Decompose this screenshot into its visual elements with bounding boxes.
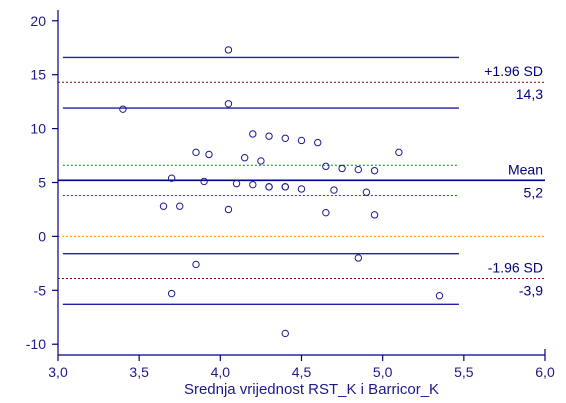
- x-tick-label: 4,0: [211, 364, 231, 380]
- axes: [57, 10, 546, 356]
- y-tick-label: 5: [38, 175, 46, 191]
- lower-loa-value: -3,9: [519, 282, 543, 298]
- data-point: [224, 205, 233, 214]
- y-tick-label: 0: [38, 228, 46, 244]
- data-point: [205, 150, 213, 159]
- data-point: [192, 148, 200, 157]
- data-point: [330, 186, 338, 194]
- mean-value: 5,2: [524, 184, 544, 200]
- data-point: [297, 185, 306, 193]
- reference-labels: +1.96 SD 14,3 Mean 5,2 -1.96 SD -3,9: [484, 63, 543, 298]
- data-point: [167, 289, 176, 298]
- data-point: [119, 105, 127, 113]
- data-point: [370, 166, 379, 175]
- y-axis-ticks: -10 -5 0 5 10 15 20: [26, 13, 58, 352]
- x-axis-title: Srednja vrijednost RST_K i Barricor_K: [184, 381, 439, 398]
- data-point: [281, 329, 289, 338]
- data-point: [232, 179, 241, 188]
- data-point: [224, 46, 233, 54]
- data-point: [265, 132, 273, 140]
- x-tick-label: 5,0: [373, 364, 393, 380]
- x-tick-label: 4,5: [292, 364, 312, 380]
- data-point: [370, 211, 379, 219]
- data-point: [435, 292, 444, 300]
- data-point: [281, 134, 289, 142]
- y-tick-label: 20: [30, 13, 46, 29]
- data-point: [354, 254, 363, 262]
- data-point: [314, 138, 322, 147]
- data-point: [354, 165, 363, 174]
- data-point: [224, 100, 233, 108]
- reference-lines: [58, 56, 545, 306]
- x-tick-label: 6,0: [535, 364, 555, 380]
- data-point: [249, 130, 257, 138]
- data-point: [159, 202, 168, 210]
- y-tick-label: 15: [30, 67, 46, 83]
- data-point: [176, 202, 184, 210]
- data-point: [240, 154, 249, 162]
- upper-loa-value: 14,3: [516, 86, 543, 102]
- data-point: [362, 188, 371, 196]
- upper-loa-label: +1.96 SD: [484, 63, 543, 79]
- data-point: [167, 174, 176, 182]
- data-point: [257, 157, 265, 165]
- data-point: [395, 148, 403, 157]
- y-tick-label: 10: [30, 121, 46, 137]
- y-tick-label: -10: [26, 336, 46, 352]
- data-point: [297, 136, 306, 145]
- lower-loa-label: -1.96 SD: [488, 259, 543, 275]
- data-point: [265, 183, 273, 191]
- data-point: [322, 208, 330, 217]
- x-axis-ticks: 3,0 3,5 4,0 4,5 5,0 5,5 6,0: [48, 355, 555, 380]
- data-point: [192, 260, 200, 269]
- mean-label: Mean: [508, 161, 543, 177]
- x-tick-label: 3,0: [48, 364, 68, 380]
- x-tick-label: 3,5: [129, 364, 149, 380]
- data-point: [338, 164, 346, 173]
- x-tick-label: 5,5: [454, 364, 474, 380]
- data-point: [322, 162, 330, 171]
- data-point: [281, 183, 289, 191]
- data-point: [249, 180, 257, 189]
- data-point: [200, 177, 208, 186]
- data-points: [119, 46, 444, 338]
- y-tick-label: -5: [34, 282, 47, 298]
